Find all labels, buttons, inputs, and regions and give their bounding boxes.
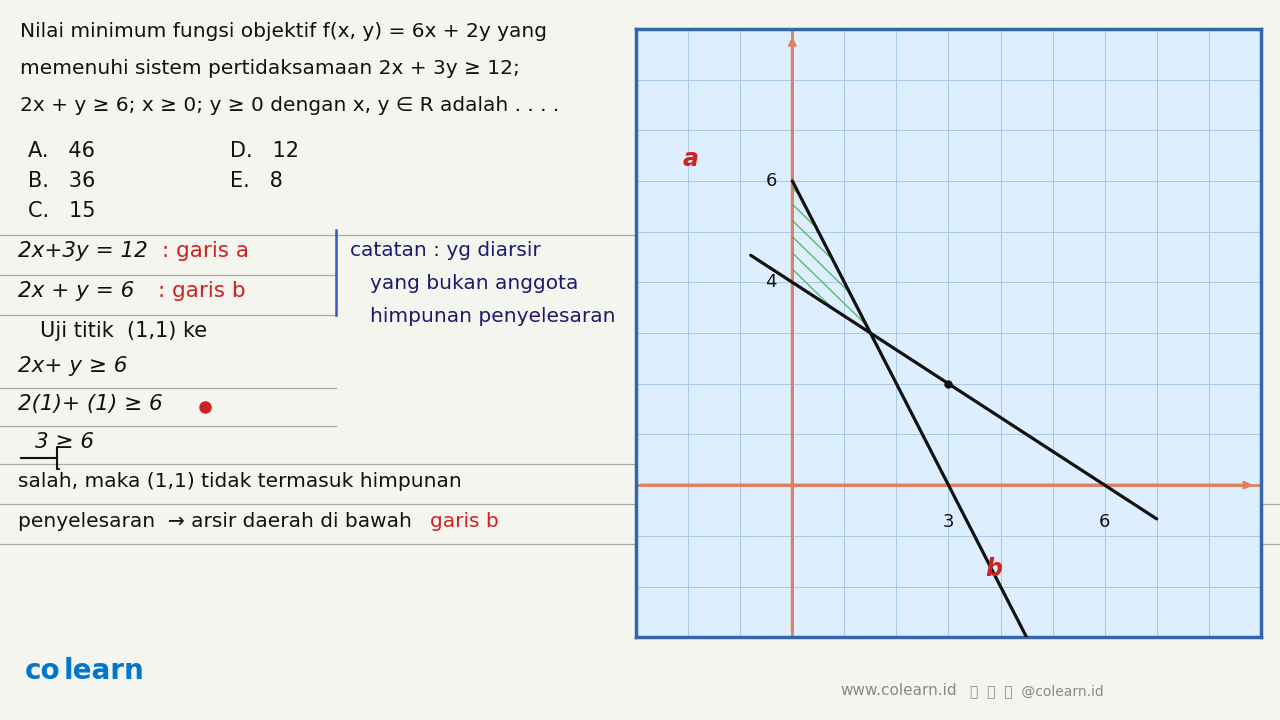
Text: Uji titik  (1,1) ke: Uji titik (1,1) ke <box>40 321 207 341</box>
Text: catatan : yg diarsir: catatan : yg diarsir <box>349 241 540 260</box>
Text: C.   15: C. 15 <box>28 201 96 221</box>
Text: 2x + y ≥ 6; x ≥ 0; y ≥ 0 dengan x, y ∈ R adalah . . . .: 2x + y ≥ 6; x ≥ 0; y ≥ 0 dengan x, y ∈ R… <box>20 96 559 115</box>
Text: B.   36: B. 36 <box>28 171 96 191</box>
Text: b: b <box>984 557 1002 581</box>
Text: 2(1)+ (1) ≥ 6: 2(1)+ (1) ≥ 6 <box>18 394 163 414</box>
Text: himpunan penyelesaran: himpunan penyelesaran <box>370 307 616 326</box>
Text: co: co <box>26 657 60 685</box>
Text: Nilai minimum fungsi objektif f(x, y) = 6x + 2y yang: Nilai minimum fungsi objektif f(x, y) = … <box>20 22 547 41</box>
Text: garis b: garis b <box>430 512 499 531</box>
Text: 6: 6 <box>1100 513 1110 531</box>
Text: : garis a: : garis a <box>163 241 250 261</box>
Text: 4: 4 <box>765 274 777 292</box>
Text: penyelesaran  → arsir daerah di bawah: penyelesaran → arsir daerah di bawah <box>18 512 412 531</box>
Text: www.colearn.id: www.colearn.id <box>840 683 956 698</box>
Text: salah, maka (1,1) tidak termasuk himpunan: salah, maka (1,1) tidak termasuk himpuna… <box>18 472 462 491</box>
Text: 2x+3y = 12: 2x+3y = 12 <box>18 241 147 261</box>
Text: 3: 3 <box>943 513 954 531</box>
Text:       @colearn.id:    @colearn.id <box>970 684 1103 698</box>
Text: 2x + y = 6: 2x + y = 6 <box>18 281 134 301</box>
Text: 3 ≥ 6: 3 ≥ 6 <box>35 432 93 452</box>
Text: learn: learn <box>64 657 145 685</box>
Text: : garis b: : garis b <box>157 281 246 301</box>
Text: 6: 6 <box>765 172 777 190</box>
Text: a: a <box>684 147 699 171</box>
Text: E.   8: E. 8 <box>230 171 283 191</box>
Text: yang bukan anggota: yang bukan anggota <box>370 274 579 293</box>
Text: 2x+ y ≥ 6: 2x+ y ≥ 6 <box>18 356 128 376</box>
Text: A.   46: A. 46 <box>28 141 95 161</box>
Text: memenuhi sistem pertidaksamaan 2x + 3y ≥ 12;: memenuhi sistem pertidaksamaan 2x + 3y ≥… <box>20 59 520 78</box>
Text: D.   12: D. 12 <box>230 141 300 161</box>
